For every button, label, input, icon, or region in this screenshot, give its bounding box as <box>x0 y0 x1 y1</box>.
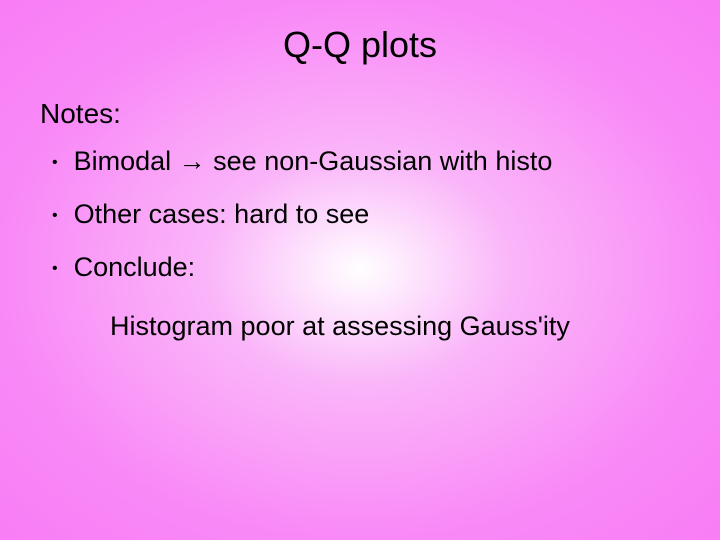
section-header: Notes: <box>0 86 720 146</box>
bullet-marker-icon: • <box>52 207 58 225</box>
bullet-item: • Bimodal → see non-Gaussian with histo <box>52 146 720 199</box>
bullet-item: • Other cases: hard to see <box>52 199 720 252</box>
conclusion-text: Histogram poor at assessing Gauss'ity <box>0 305 720 342</box>
slide-title: Q-Q plots <box>0 0 720 86</box>
bullet-text: Other cases: hard to see <box>74 199 720 230</box>
slide-container: Q-Q plots Notes: • Bimodal → see non-Gau… <box>0 0 720 540</box>
bullet-item: • Conclude: <box>52 252 720 305</box>
bullet-text: Conclude: <box>74 252 720 283</box>
bullet-marker-icon: • <box>52 260 58 278</box>
bullet-list: • Bimodal → see non-Gaussian with histo … <box>0 146 720 305</box>
bullet-marker-icon: • <box>52 154 58 172</box>
bullet-text: Bimodal → see non-Gaussian with histo <box>74 146 720 177</box>
